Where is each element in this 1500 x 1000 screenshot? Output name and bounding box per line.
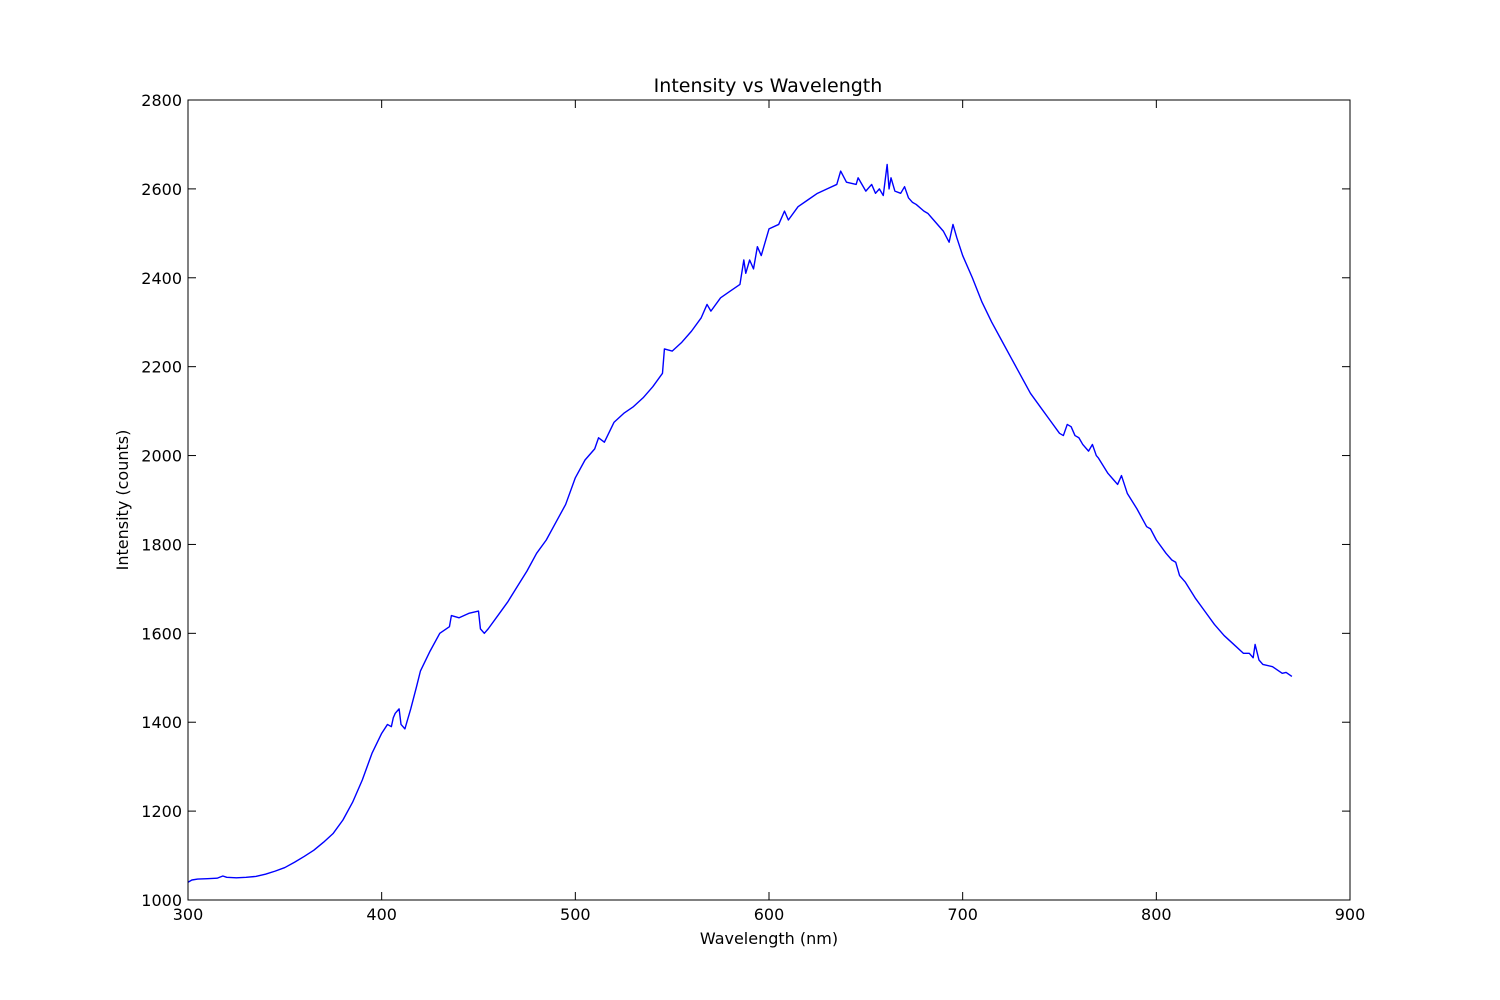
x-axis-label: Wavelength (nm) (700, 929, 838, 948)
y-tick-label: 2800 (141, 91, 182, 110)
series-line-0 (187, 163, 1293, 883)
x-tick-label: 700 (947, 905, 978, 924)
x-tick-label: 900 (1335, 905, 1366, 924)
plot-frame (187, 99, 1351, 901)
chart-title: Intensity vs Wavelength (654, 75, 883, 97)
y-tick-label: 1000 (141, 891, 182, 910)
y-tick-label: 2200 (141, 358, 182, 377)
y-tick-label: 1600 (141, 624, 182, 643)
series-layer (187, 163, 1293, 883)
x-tick-label: 500 (560, 905, 591, 924)
x-tick-label: 600 (754, 905, 785, 924)
y-tick-label: 1200 (141, 802, 182, 821)
x-tick-label: 400 (366, 905, 397, 924)
y-tick-label: 2000 (141, 447, 182, 466)
x-tick-label: 300 (173, 905, 204, 924)
y-tick-label: 2600 (141, 180, 182, 199)
y-tick-label: 2400 (141, 269, 182, 288)
y-tick-label: 1400 (141, 713, 182, 732)
x-tick-label: 800 (1141, 905, 1172, 924)
axis-ticks: 300 400 500 600 700 800 900 1000 1200 1400 1600 180… (141, 91, 1365, 924)
y-axis-label: Intensity (counts) (113, 430, 132, 571)
y-tick-label: 1800 (141, 535, 182, 554)
